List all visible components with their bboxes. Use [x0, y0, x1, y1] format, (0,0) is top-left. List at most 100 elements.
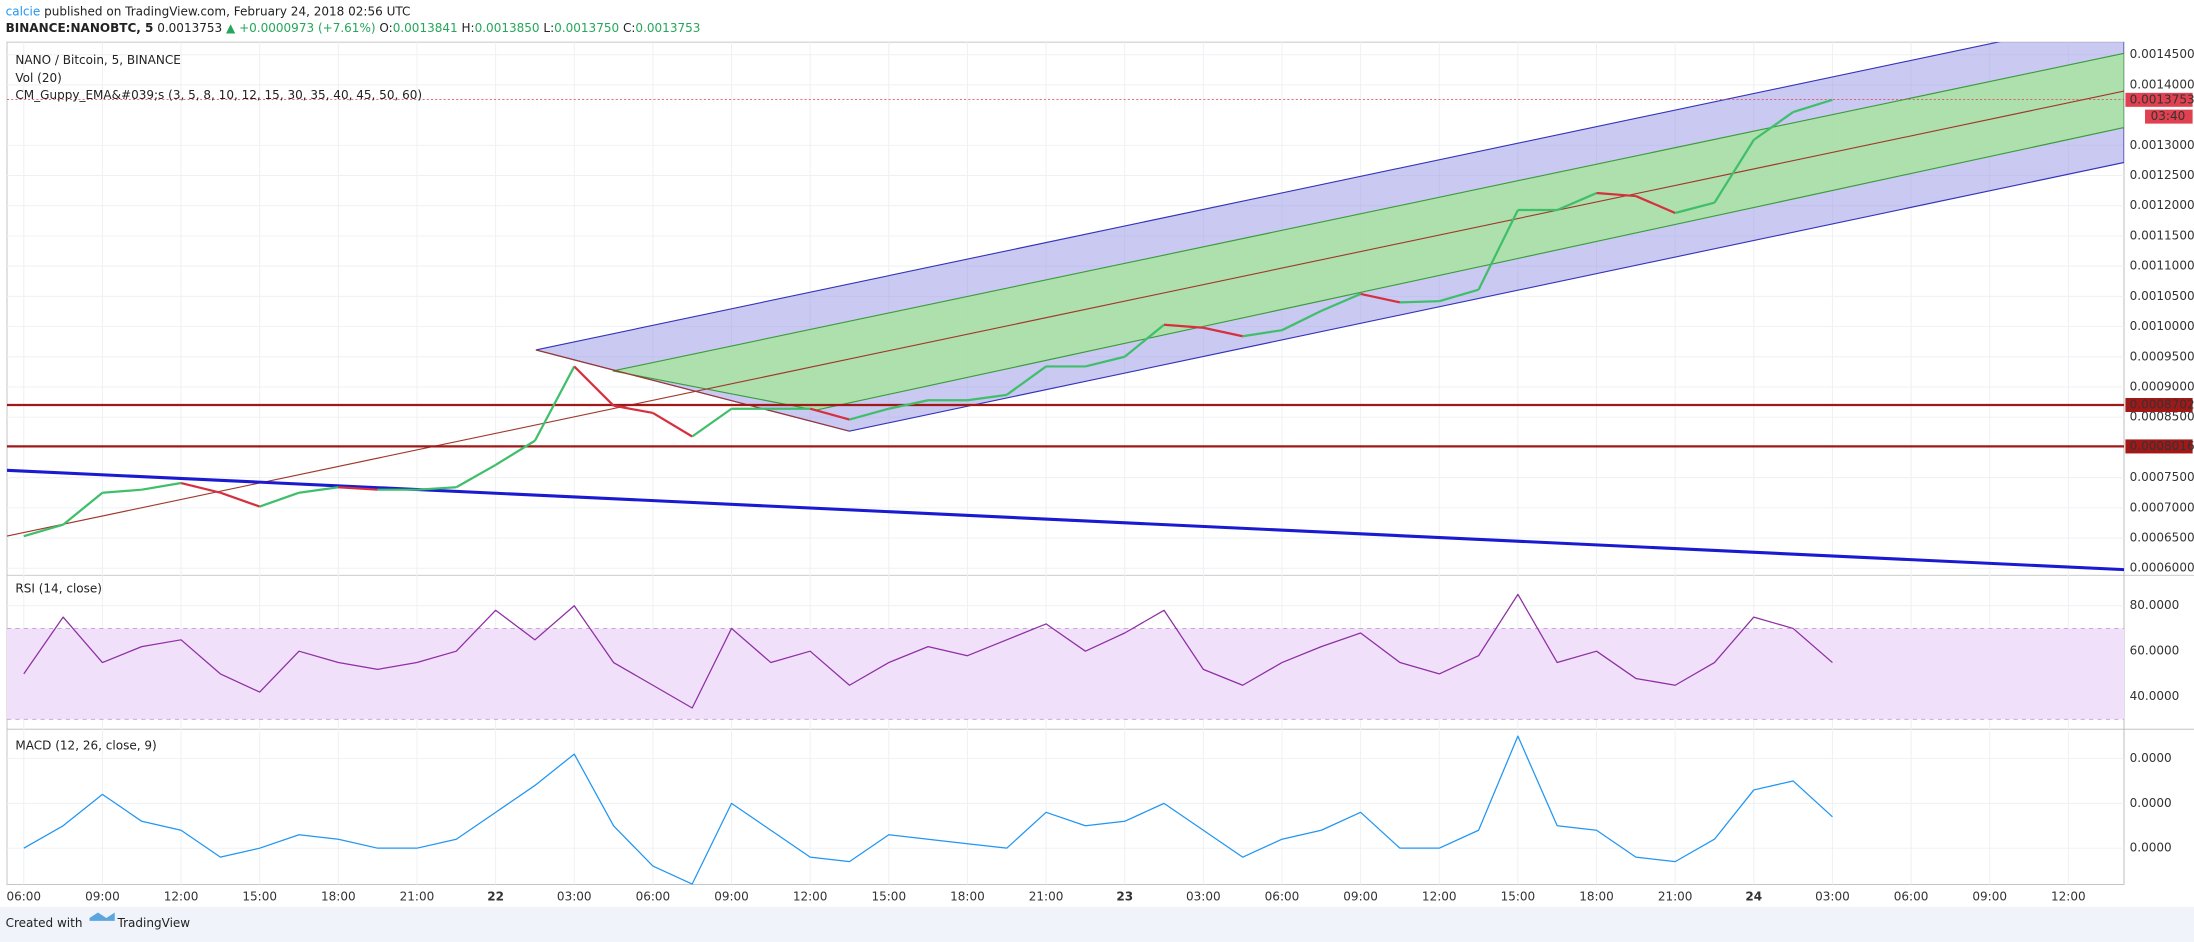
- price-segment: [1360, 292, 1401, 304]
- author[interactable]: calcie: [6, 4, 41, 18]
- x-tick-label: 12:00: [2051, 890, 2086, 904]
- ohlc-label: L:: [543, 21, 554, 35]
- y-tick-label: 0.0012000: [2130, 198, 2194, 212]
- axis: 06:00 09:00 12:00 15:00 18:00 21:00 22 03:00 06:…: [6, 47, 2194, 903]
- last-price-badge: [2125, 92, 2193, 107]
- ohlc-value: 0.0013750: [554, 21, 619, 35]
- price-segment: [455, 463, 497, 489]
- price-segment: [416, 486, 457, 491]
- price-segment: [298, 486, 339, 494]
- price-segment: [1792, 98, 1833, 114]
- pane-title: MACD (12, 26, close, 9): [15, 738, 156, 752]
- x-tick-label: 12:00: [1422, 890, 1457, 904]
- y-tick-label: 0.0014500: [2130, 47, 2194, 61]
- price-segment: [888, 399, 929, 410]
- x-tick-label: 21:00: [400, 890, 435, 904]
- ohlc-label: O:: [379, 21, 392, 35]
- price-segment: [1281, 309, 1322, 332]
- x-tick-label: 09:00: [85, 890, 120, 904]
- ohlc-label: H:: [462, 21, 475, 35]
- channel-inner: [612, 52, 2125, 411]
- x-tick-label: 21:00: [1658, 890, 1693, 904]
- price-segment: [1085, 355, 1125, 368]
- ohlc-label: C:: [623, 21, 635, 35]
- x-tick-label: 23: [1116, 890, 1133, 904]
- y-tick-label: 0.0007000: [2130, 500, 2194, 514]
- price-segment: [259, 491, 300, 508]
- y-tick-label: 0.0006000: [2130, 561, 2194, 575]
- quote-line: BINANCE:NANOBTC, 5 0.0013753 ▲ +0.000097…: [6, 21, 701, 35]
- price-segment: [23, 523, 64, 538]
- price-segment: [1006, 365, 1047, 396]
- price-segment: [1438, 288, 1479, 303]
- y-tick-label: 0.0011000: [2130, 259, 2194, 273]
- x-tick-label: 15:00: [1501, 890, 1536, 904]
- volume-label: Vol (20): [15, 71, 61, 85]
- countdown-badge: [2145, 109, 2193, 124]
- price-segment: [1477, 209, 1519, 291]
- price-segment: [1163, 323, 1204, 329]
- price-segment: [849, 407, 890, 421]
- x-tick-label: 09:00: [1343, 890, 1378, 904]
- symbol: BINANCE:NANOBTC, 5: [6, 21, 154, 35]
- y-tick-label: 0.0000: [2130, 841, 2172, 855]
- y-tick-label: 80.0000: [2130, 598, 2180, 612]
- price-pane: [6, 98, 2125, 538]
- x-tick-label: 22: [487, 890, 504, 904]
- header-line: calcie published on TradingView.com, Feb…: [6, 4, 411, 18]
- x-tick-label: 24: [1745, 890, 1762, 904]
- footer-bar: [0, 906, 2194, 942]
- x-tick-label: 03:00: [1815, 890, 1850, 904]
- rsi-line: [23, 593, 1833, 709]
- price-segment: [1635, 195, 1676, 215]
- pane-title: RSI (14, close): [15, 582, 102, 596]
- price-segment: [1596, 191, 1636, 198]
- price-segment: [141, 481, 182, 491]
- x-tick-label: 15:00: [871, 890, 906, 904]
- level-badge: [2125, 397, 2193, 412]
- y-tick-label: 0.0011500: [2130, 228, 2194, 242]
- x-tick-label: 09:00: [714, 890, 749, 904]
- price-segment: [62, 491, 104, 526]
- price-segment: [1556, 192, 1597, 211]
- price-segment: [338, 486, 378, 491]
- drawings: [6, 42, 2125, 572]
- level-label: 0.0008016: [2130, 439, 2194, 453]
- x-tick-label: 12:00: [164, 890, 199, 904]
- footer-text: Created with: [6, 916, 83, 930]
- countdown: 03:40: [2151, 109, 2186, 123]
- brand-link[interactable]: TradingView: [117, 916, 191, 930]
- rsi-band: [6, 628, 2125, 720]
- y-tick-label: 0.0000: [2130, 751, 2172, 765]
- x-tick-label: 15:00: [242, 890, 277, 904]
- x-tick-label: 18:00: [321, 890, 356, 904]
- price-segment: [1320, 292, 1362, 312]
- ohlc-value: 0.0013850: [475, 21, 540, 35]
- price-segment: [967, 393, 1007, 402]
- ohlc-value: 0.0013753: [635, 21, 700, 35]
- price-segment: [1713, 139, 1755, 204]
- y-tick-label: 0.0009000: [2130, 379, 2194, 393]
- x-tick-label: 03:00: [557, 890, 592, 904]
- y-tick-label: 0.0010500: [2130, 289, 2194, 303]
- x-tick-label: 06:00: [636, 890, 671, 904]
- macd-line: [23, 735, 1833, 885]
- last-price-label: 0.0013753: [2130, 92, 2194, 106]
- price-segment: [573, 365, 615, 407]
- price-segment: [809, 407, 850, 421]
- x-tick-label: 21:00: [1029, 890, 1064, 904]
- y-tick-label: 40.0000: [2130, 689, 2180, 703]
- pane-title: NANO / Bitcoin, 5, BINANCE: [15, 53, 180, 67]
- price-segment: [1399, 300, 1440, 304]
- change: ▲ +0.0000973 (+7.61%): [226, 21, 376, 35]
- price-segment: [652, 411, 693, 438]
- level-label: 0.0008702: [2130, 397, 2194, 411]
- y-tick-label: 0.0012500: [2130, 168, 2194, 182]
- y-tick-label: 0.0009500: [2130, 349, 2194, 363]
- y-tick-label: 0.0007500: [2130, 470, 2194, 484]
- x-tick-label: 09:00: [1972, 890, 2007, 904]
- price-segment: [220, 491, 261, 508]
- published: published on TradingView.com, February 2…: [44, 4, 410, 18]
